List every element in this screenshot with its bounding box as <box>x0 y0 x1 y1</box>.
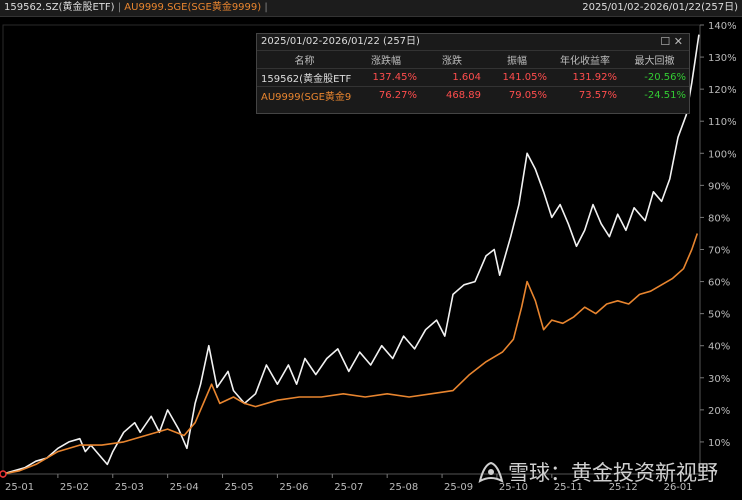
maximize-icon[interactable]: ☐ <box>660 35 671 48</box>
row-value: 79.05% <box>484 86 550 104</box>
row-value: 468.89 <box>420 86 484 104</box>
date-range: 2025/01/02-2026/01/22(257日) <box>582 2 738 13</box>
row-value: 76.27% <box>352 86 420 104</box>
y-tick-label: 100% <box>708 149 737 160</box>
stats-panel-title: 2025/01/02-2026/01/22 (257日) <box>261 36 420 47</box>
y-tick-label: 80% <box>708 213 730 224</box>
watermark: 雪球：黄金投资新视野 <box>478 458 740 488</box>
column-header[interactable]: 名称 <box>257 50 352 69</box>
x-tick-label: 25-02 <box>60 482 89 493</box>
row-value: -24.51% <box>620 86 689 104</box>
x-tick-label: 25-03 <box>115 482 144 493</box>
series1-title[interactable]: 159562.SZ(黄金股ETF) <box>4 2 115 13</box>
y-tick-label: 110% <box>708 117 737 128</box>
snowball-logo-icon <box>478 461 504 483</box>
title-bar: 159562.SZ(黄金股ETF) | AU9999.SGE(SGE黄金9999… <box>0 0 742 17</box>
y-tick-label: 40% <box>708 342 730 353</box>
y-tick-label: 20% <box>708 406 730 417</box>
x-tick-label: 25-06 <box>279 482 308 493</box>
x-tick-label: 25-07 <box>334 482 363 493</box>
y-tick-label: 50% <box>708 310 730 321</box>
x-tick-label: 25-05 <box>225 482 254 493</box>
row-value: 73.57% <box>550 86 620 104</box>
stats-table: 名称 涨跌幅 涨跌 振幅 年化收益率 最大回撤 159562(黄金股ETF) 137.45%… <box>257 50 689 104</box>
stats-panel: 2025/01/02-2026/01/22 (257日) ☐ ✕ 名称 涨跌幅 涨跌… <box>256 33 690 114</box>
row-name: AU9999(SGE黄金9999) <box>257 86 352 104</box>
x-tick-label: 25-12 <box>609 482 638 493</box>
y-tick-label: 120% <box>708 85 737 96</box>
row-value: -20.56% <box>620 68 689 87</box>
x-tick-label: 26-01 <box>664 482 693 493</box>
y-tick-label: 130% <box>708 53 737 64</box>
y-tick-label: 90% <box>708 181 730 192</box>
separator-end: | <box>264 2 268 13</box>
row-name: 159562(黄金股ETF) <box>257 68 352 87</box>
watermark-text: 雪球：黄金投资新视野 <box>508 461 718 485</box>
start-marker-icon <box>0 470 7 478</box>
x-tick-label: 25-04 <box>170 482 199 493</box>
column-header[interactable]: 振幅 <box>484 50 550 69</box>
y-tick-label: 140% <box>708 21 737 32</box>
x-tick-label: 25-01 <box>5 482 34 493</box>
x-tick-label: 25-09 <box>444 482 473 493</box>
y-tick-label: 60% <box>708 278 730 289</box>
y-tick-label: 30% <box>708 374 730 385</box>
close-icon[interactable]: ✕ <box>673 35 683 48</box>
performance-chart[interactable]: 10% 20% 30% 40% 50% 60% 70% 80% 90% 100% 110% 120% 1… <box>0 17 742 500</box>
y-tick-label: 70% <box>708 246 730 257</box>
column-header[interactable]: 涨跌 <box>420 50 484 69</box>
series-line-1[interactable] <box>2 34 700 475</box>
x-tick-label: 25-08 <box>389 482 418 493</box>
x-tick-label: 25-10 <box>499 482 528 493</box>
row-value: 131.92% <box>550 68 620 87</box>
row-value: 141.05% <box>484 68 550 87</box>
table-row[interactable]: AU9999(SGE黄金9999)76.27%468.8979.05%73.57… <box>257 86 689 104</box>
separator: | <box>117 2 122 13</box>
column-header[interactable]: 最大回撤 <box>620 50 689 69</box>
column-header[interactable]: 涨跌幅 <box>352 50 420 69</box>
y-tick-label: 10% <box>708 438 730 449</box>
series2-title[interactable]: AU9999.SGE(SGE黄金9999) <box>124 2 262 13</box>
x-tick-label: 25-11 <box>554 482 583 493</box>
column-header[interactable]: 年化收益率 <box>550 50 620 69</box>
row-value: 1.604 <box>420 68 484 87</box>
row-value: 137.45% <box>352 68 420 87</box>
table-row[interactable]: 159562(黄金股ETF) 137.45% 1.604 141.05% 131.92%… <box>257 68 689 87</box>
series-line-2[interactable] <box>2 233 699 475</box>
